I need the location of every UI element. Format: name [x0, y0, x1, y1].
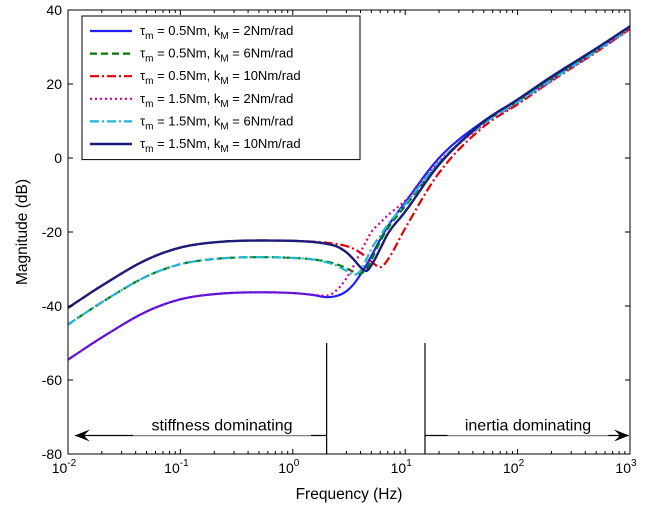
legend-box [81, 15, 361, 161]
legend-label: τm = 1.5Nm, kM = 6Nm/rad [140, 113, 293, 132]
series-line-5 [68, 27, 630, 326]
legend-label: τm = 0.5Nm, kM = 6Nm/rad [140, 46, 293, 65]
x-axis-label: Frequency (Hz) [296, 486, 403, 503]
legend-item: τm = 0.5Nm, kM = 6Nm/rad [90, 46, 293, 65]
legend-item: τm = 1.5Nm, kM = 10Nm/rad [90, 136, 301, 155]
legend-item: τm = 1.5Nm, kM = 2Nm/rad [90, 91, 293, 110]
y-tick-label: 20 [46, 76, 62, 92]
curves-layer [68, 25, 630, 361]
y-tick-label: -40 [42, 298, 62, 314]
series-line-6 [68, 25, 630, 309]
stiffness-dominating-label-background [133, 415, 311, 436]
stiffness-dominating-label: stiffness dominating [151, 418, 292, 435]
legend: τm = 0.5Nm, kM = 2Nm/rad τm = 0.5Nm, kM =… [81, 15, 361, 161]
series-line-4 [68, 28, 630, 361]
legend-label: τm = 1.5Nm, kM = 2Nm/rad [140, 91, 293, 110]
x-tick-label: 10-1 [164, 458, 189, 476]
y-tick-label: -20 [42, 224, 62, 240]
legend-label: τm = 1.5Nm, kM = 10Nm/rad [140, 136, 301, 155]
y-axis-label: Magnitude (dB) [14, 179, 31, 285]
legend-item: τm = 0.5Nm, kM = 10Nm/rad [90, 68, 301, 87]
x-tick-label: 101 [391, 458, 413, 476]
legend-item: τm = 1.5Nm, kM = 6Nm/rad [90, 113, 293, 132]
legend-item: τm = 0.5Nm, kM = 2Nm/rad [90, 23, 293, 42]
y-tick-label: -80 [42, 446, 62, 462]
x-tick-label: 103 [615, 458, 637, 476]
annotation-layer: stiffness dominating inertia dominating [74, 343, 630, 454]
y-tick-label: -60 [42, 372, 62, 388]
legend-label: τm = 0.5Nm, kM = 10Nm/rad [140, 68, 301, 87]
x-tick-label: 102 [503, 458, 525, 476]
inertia-dominating-label: inertia dominating [465, 418, 591, 435]
x-tick-label: 100 [278, 458, 300, 476]
y-tick-label: 0 [54, 150, 62, 166]
inertia-dominating-label-background [447, 415, 609, 436]
legend-label: τm = 0.5Nm, kM = 2Nm/rad [140, 23, 293, 42]
y-tick-label: 40 [46, 2, 62, 18]
